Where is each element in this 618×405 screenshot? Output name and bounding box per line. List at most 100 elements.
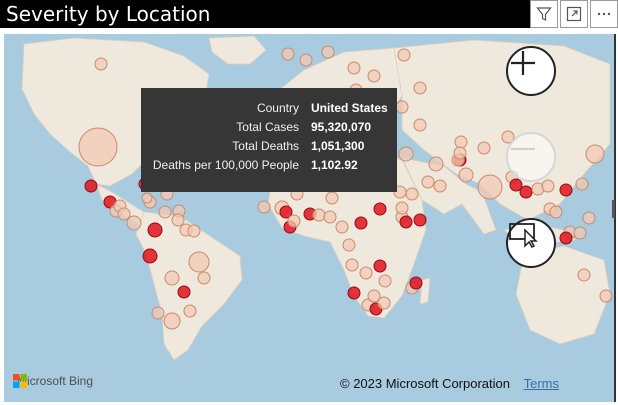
title-bar: Severity by Location	[0, 0, 530, 28]
tooltip-row-total-deaths: Total Deaths 1,051,300	[141, 139, 397, 157]
location-bubble[interactable]	[142, 248, 158, 264]
location-bubble[interactable]	[78, 127, 118, 167]
location-bubble[interactable]	[582, 211, 596, 225]
focus-mode-icon	[566, 6, 582, 22]
location-bubble[interactable]	[458, 167, 474, 183]
location-bubble[interactable]	[559, 231, 573, 245]
location-bubble[interactable]	[395, 201, 409, 215]
location-bubble[interactable]	[325, 191, 339, 205]
rect-select-icon	[509, 223, 538, 248]
location-bubble[interactable]	[409, 276, 423, 290]
location-bubble[interactable]	[141, 192, 153, 204]
location-bubble[interactable]	[541, 179, 555, 193]
location-bubble[interactable]	[428, 156, 444, 172]
bing-brand-text: Microsoft Bing	[17, 374, 94, 388]
location-bubble[interactable]	[509, 178, 523, 192]
location-bubble[interactable]	[433, 179, 447, 193]
more-options-button[interactable]	[590, 0, 618, 28]
location-bubble[interactable]	[575, 177, 589, 191]
location-bubble[interactable]	[378, 274, 392, 288]
location-bubble[interactable]	[126, 215, 142, 231]
location-bubble[interactable]	[377, 296, 391, 310]
filter-button[interactable]	[530, 0, 558, 28]
location-bubble[interactable]	[585, 144, 605, 164]
location-bubble[interactable]	[413, 118, 427, 132]
visual-title: Severity by Location	[6, 2, 211, 26]
location-bubble[interactable]	[158, 205, 172, 219]
terms-link[interactable]: Terms	[523, 376, 560, 391]
location-bubble[interactable]	[323, 210, 337, 224]
location-bubble[interactable]	[342, 238, 356, 252]
location-bubble[interactable]	[257, 200, 271, 214]
microsoft-logo-icon	[13, 374, 27, 388]
map-area[interactable]: Country United States Total Cases 95,320…	[4, 34, 616, 402]
map-tooltip: Country United States Total Cases 95,320…	[141, 88, 397, 192]
location-bubble[interactable]	[147, 222, 163, 238]
location-bubble[interactable]	[117, 207, 131, 221]
location-bubble[interactable]	[321, 45, 335, 59]
location-bubble[interactable]	[84, 179, 98, 193]
focus-mode-button[interactable]	[560, 0, 588, 28]
location-bubble[interactable]	[405, 187, 419, 201]
location-bubble[interactable]	[599, 289, 613, 303]
location-bubble[interactable]	[281, 47, 295, 61]
location-bubble[interactable]	[373, 202, 387, 216]
location-bubble[interactable]	[477, 141, 491, 155]
zoom-out-button[interactable]	[506, 132, 556, 182]
location-bubble[interactable]	[197, 271, 211, 285]
location-bubble[interactable]	[399, 215, 413, 229]
location-bubble[interactable]	[519, 185, 533, 199]
location-bubble[interactable]	[413, 213, 427, 227]
location-bubble[interactable]	[312, 208, 326, 222]
location-bubble[interactable]	[287, 214, 301, 228]
location-bubble[interactable]	[397, 48, 411, 62]
location-bubble[interactable]	[188, 251, 210, 273]
location-bubble[interactable]	[413, 81, 427, 95]
tooltip-row-total-cases: Total Cases 95,320,070	[141, 120, 397, 138]
location-bubble[interactable]	[163, 312, 181, 330]
location-bubble[interactable]	[477, 174, 503, 200]
tooltip-label: Total Cases	[236, 120, 299, 134]
location-bubble[interactable]	[183, 304, 197, 318]
location-bubble[interactable]	[347, 286, 361, 300]
more-options-icon	[597, 12, 611, 16]
visual-header-toolbar	[528, 0, 618, 28]
location-bubble[interactable]	[177, 285, 191, 299]
location-bubble[interactable]	[573, 226, 587, 240]
location-bubble[interactable]	[151, 306, 165, 320]
location-bubble[interactable]	[398, 146, 414, 162]
zoom-in-button[interactable]	[506, 46, 556, 96]
location-bubble[interactable]	[453, 146, 467, 160]
location-bubble[interactable]	[549, 205, 563, 219]
location-bubble[interactable]	[559, 183, 573, 197]
location-bubble[interactable]	[421, 175, 435, 189]
location-bubble[interactable]	[345, 258, 359, 272]
rectangle-select-button[interactable]	[506, 218, 556, 268]
tooltip-value: 95,320,070	[311, 120, 372, 134]
location-bubble[interactable]	[577, 268, 591, 282]
location-bubble[interactable]	[367, 289, 381, 303]
location-bubble[interactable]	[395, 100, 409, 114]
tooltip-label: Deaths per 100,000 People	[152, 158, 299, 172]
tooltip-row-country: Country United States	[141, 101, 397, 119]
resize-handle[interactable]	[612, 200, 615, 218]
location-bubble[interactable]	[164, 270, 180, 286]
tooltip-label: Total Deaths	[232, 139, 299, 153]
location-bubble[interactable]	[171, 213, 185, 227]
filter-icon	[536, 7, 552, 21]
minus-icon	[511, 147, 535, 151]
tooltip-value: 1,102.92	[311, 158, 358, 172]
map-attribution: © 2023 Microsoft Corporation Terms	[340, 376, 559, 391]
tooltip-value: United States	[311, 101, 388, 115]
location-bubble[interactable]	[359, 266, 373, 280]
location-bubble[interactable]	[187, 224, 201, 238]
location-bubble[interactable]	[367, 69, 381, 83]
location-bubble[interactable]	[94, 57, 108, 71]
location-bubble[interactable]	[373, 259, 387, 273]
location-bubble[interactable]	[347, 61, 361, 75]
location-bubble[interactable]	[454, 135, 468, 149]
location-bubble[interactable]	[299, 53, 313, 67]
location-bubble[interactable]	[335, 220, 349, 234]
location-bubble[interactable]	[354, 216, 368, 230]
location-bubble[interactable]	[279, 205, 293, 219]
